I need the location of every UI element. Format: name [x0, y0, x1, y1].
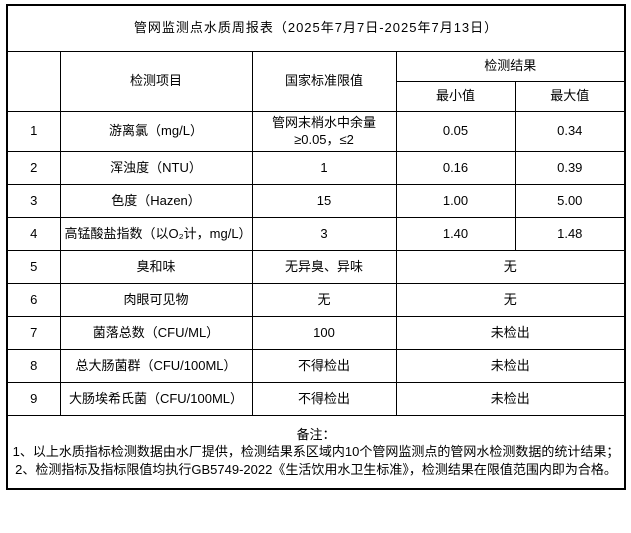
header-item: 检测项目 — [59, 50, 253, 112]
cell-limit: 管网末梢水中余量≥0.05，≤2 — [251, 110, 397, 152]
cell-max: 1.48 — [514, 216, 626, 251]
cell-min: 0.16 — [395, 150, 516, 185]
header-min: 最小值 — [395, 80, 516, 112]
cell-item: 总大肠菌群（CFU/100ML） — [59, 348, 253, 383]
cell-limit: 不得检出 — [251, 381, 397, 416]
cell-index: 9 — [6, 381, 61, 416]
cell-result: 未检出 — [395, 315, 626, 350]
cell-item: 色度（Hazen） — [59, 183, 253, 218]
cell-result: 无 — [395, 249, 626, 284]
report-title: 管网监测点水质周报表（2025年7月7日-2025年7月13日） — [6, 4, 626, 52]
cell-limit: 1 — [251, 150, 397, 185]
cell-result: 无 — [395, 282, 626, 317]
header-row-main: 检测项目 国家标准限值 检测结果 — [6, 50, 626, 112]
cell-min: 1.00 — [395, 183, 516, 218]
header-index — [6, 50, 61, 112]
cell-item: 游离氯（mg/L） — [59, 110, 253, 152]
header-max: 最大值 — [514, 80, 626, 112]
cell-index: 4 — [6, 216, 61, 251]
cell-item: 臭和味 — [59, 249, 253, 284]
cell-min: 1.40 — [395, 216, 516, 251]
table-row: 1 游离氯（mg/L） 管网末梢水中余量≥0.05，≤2 0.05 0.34 — [6, 110, 626, 152]
cell-limit: 15 — [251, 183, 397, 218]
cell-item: 肉眼可见物 — [59, 282, 253, 317]
cell-index: 2 — [6, 150, 61, 185]
header-row-minmax: 最小值 最大值 — [7, 80, 626, 112]
notes-label: 备注： — [296, 426, 336, 442]
table-row: 7 菌落总数（CFU/ML） 100 未检出 — [6, 315, 626, 350]
cell-item: 浑浊度（NTU） — [59, 150, 253, 185]
title-row: 管网监测点水质周报表（2025年7月7日-2025年7月13日） — [6, 4, 626, 52]
notes-item-1: 1、以上水质指标检测数据由水厂提供，检测结果系区域内10个管网监测点的管网水检测… — [12, 444, 620, 460]
cell-limit: 无 — [251, 282, 397, 317]
notes-row: 备注： 1、以上水质指标检测数据由水厂提供，检测结果系区域内10个管网监测点的管… — [6, 414, 626, 490]
cell-index: 1 — [6, 110, 61, 152]
cell-limit: 3 — [251, 216, 397, 251]
cell-index: 8 — [6, 348, 61, 383]
table-row: 4 高锰酸盐指数（以O₂计，mg/L） 3 1.40 1.48 — [6, 216, 626, 251]
cell-item: 高锰酸盐指数（以O₂计，mg/L） — [59, 216, 253, 251]
cell-index: 7 — [6, 315, 61, 350]
cell-max: 5.00 — [514, 183, 626, 218]
cell-index: 3 — [6, 183, 61, 218]
cell-result: 未检出 — [395, 381, 626, 416]
table-row: 3 色度（Hazen） 15 1.00 5.00 — [6, 183, 626, 218]
table-row: 6 肉眼可见物无无 — [6, 282, 626, 317]
header-limit: 国家标准限值 — [251, 50, 397, 112]
cell-max: 0.34 — [514, 110, 626, 152]
cell-item: 菌落总数（CFU/ML） — [59, 315, 253, 350]
cell-index: 6 — [6, 282, 61, 317]
table-row: 5 臭和味 无异臭、异味无 — [6, 249, 626, 284]
table-row: 9 大肠埃希氏菌（CFU/100ML） 不得检出 未检出 — [6, 381, 626, 416]
table-row: 8 总大肠菌群（CFU/100ML） 不得检出 未检出 — [6, 348, 626, 383]
cell-item: 大肠埃希氏菌（CFU/100ML） — [59, 381, 253, 416]
cell-min: 0.05 — [395, 110, 516, 152]
header-result-group: 检测结果 — [395, 50, 626, 82]
table-row: 2 浑浊度（NTU） 1 0.16 0.39 — [6, 150, 626, 185]
cell-result: 未检出 — [395, 348, 626, 383]
notes-item-2: 2、检测指标及指标限值均执行GB5749-2022《生活饮用水卫生标准》，检测结… — [15, 461, 617, 477]
table-body: 1 游离氯（mg/L） 管网末梢水中余量≥0.05，≤2 0.05 0.34 2 浑浊度（N… — [6, 110, 626, 416]
water-quality-report-table: 管网监测点水质周报表（2025年7月7日-2025年7月13日） 检测项目 国家… — [6, 4, 627, 491]
cell-index: 5 — [6, 249, 61, 284]
cell-limit: 无异臭、异味 — [251, 249, 397, 284]
cell-max: 0.39 — [514, 150, 626, 185]
cell-limit: 100 — [251, 315, 397, 350]
notes-cell: 备注： 1、以上水质指标检测数据由水厂提供，检测结果系区域内10个管网监测点的管… — [6, 414, 626, 490]
cell-limit: 不得检出 — [251, 348, 397, 383]
